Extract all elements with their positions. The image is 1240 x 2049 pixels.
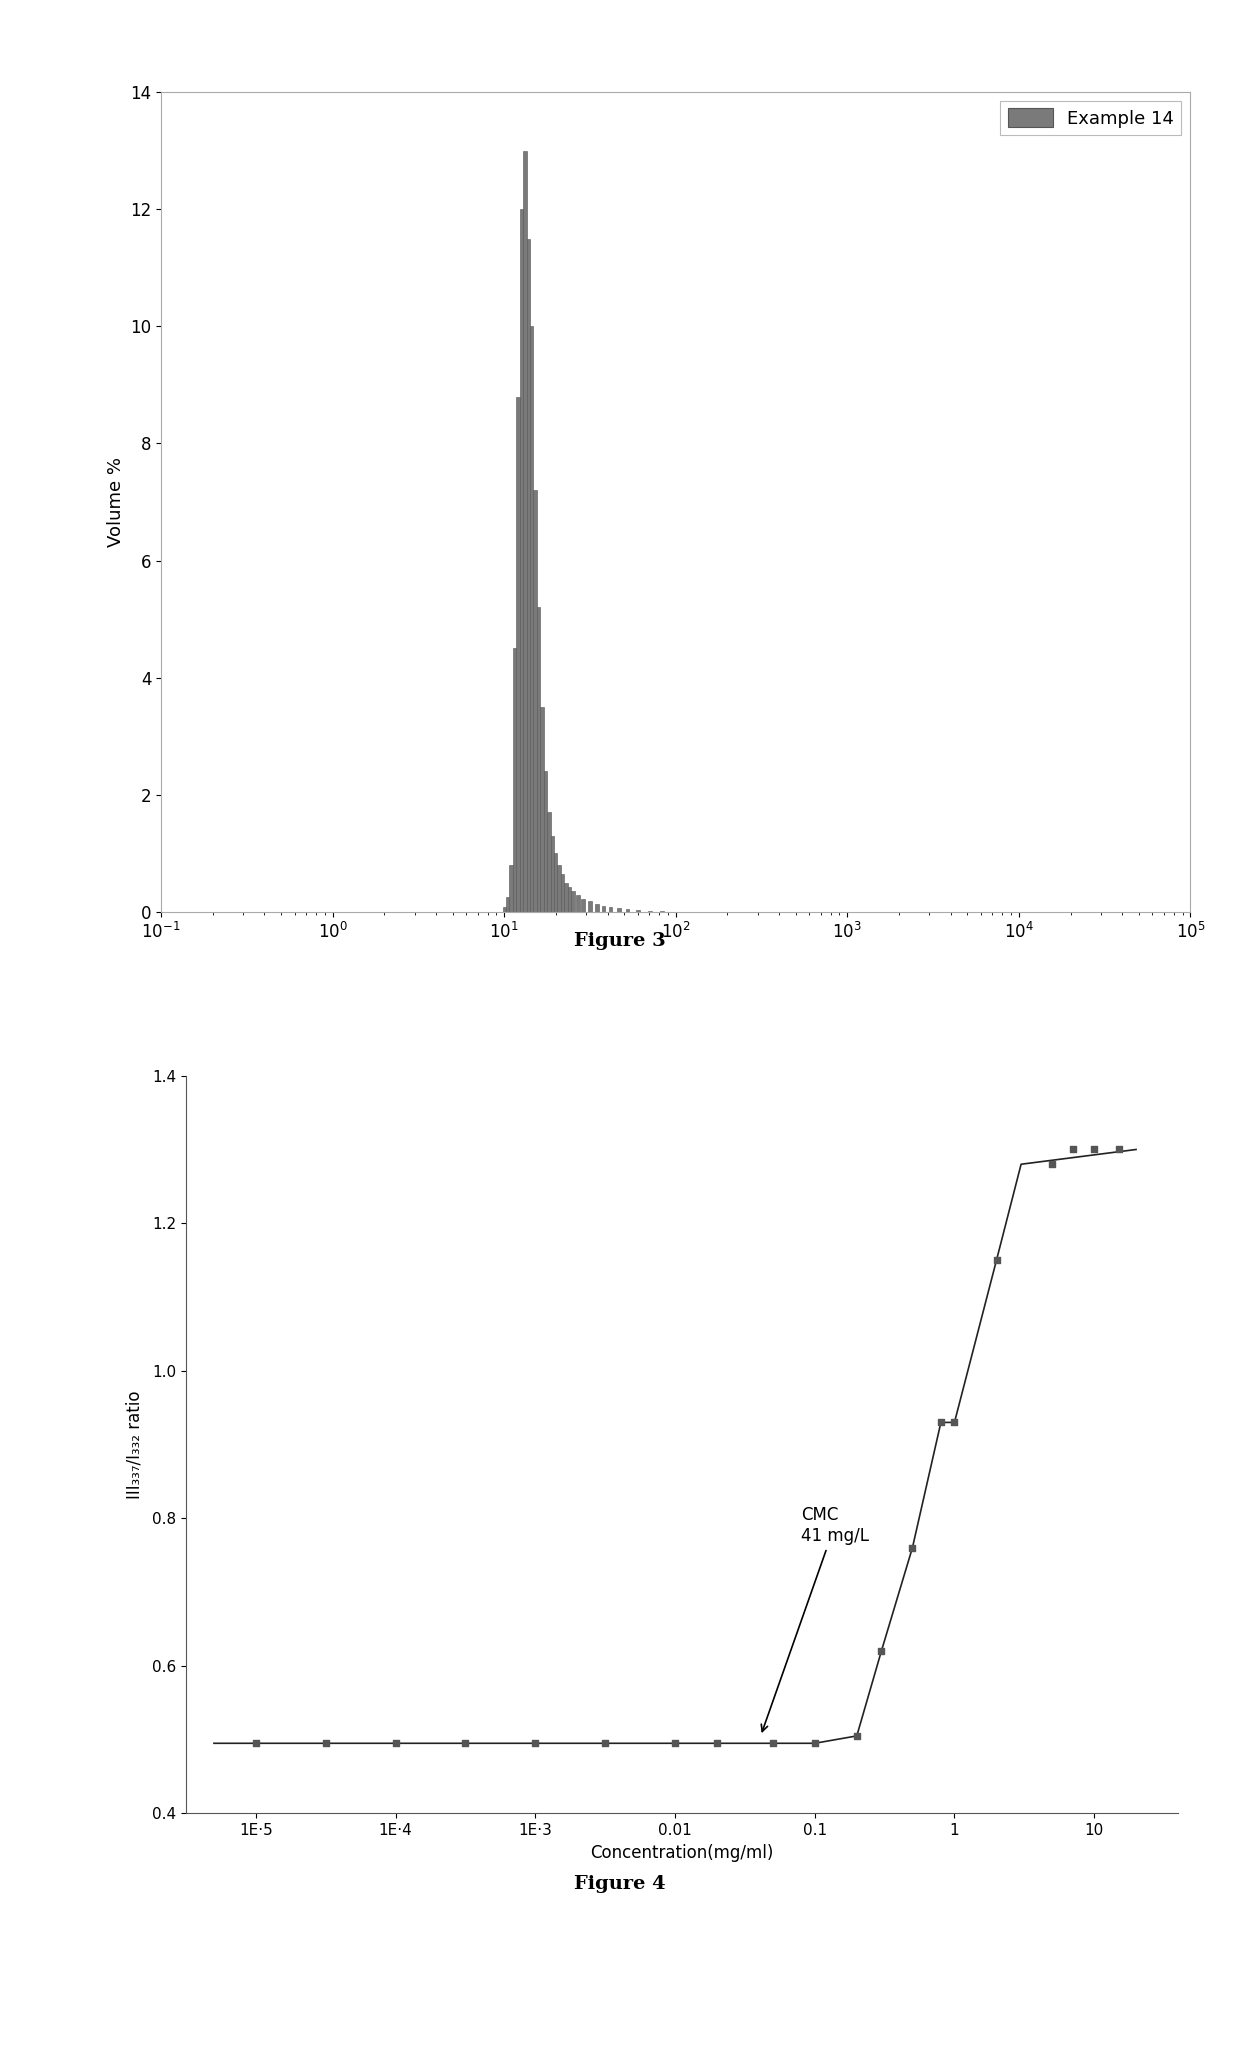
Bar <box>595 904 599 912</box>
Bar <box>618 908 621 912</box>
Point <box>1084 1133 1104 1166</box>
Bar <box>572 891 574 912</box>
Bar <box>523 152 527 912</box>
Bar <box>582 900 585 912</box>
Point <box>872 1635 892 1668</box>
Point <box>1109 1133 1128 1166</box>
Bar <box>558 865 560 912</box>
Bar <box>502 908 506 912</box>
Bar <box>543 770 547 912</box>
Bar <box>527 238 529 912</box>
Point <box>455 1727 475 1760</box>
Bar <box>510 865 513 912</box>
Bar <box>603 906 605 912</box>
Bar <box>609 908 613 912</box>
Text: CMC
41 mg/L: CMC 41 mg/L <box>761 1506 869 1731</box>
Bar <box>588 902 591 912</box>
Point <box>526 1727 546 1760</box>
Bar <box>541 707 543 912</box>
Bar <box>513 647 516 912</box>
Point <box>931 1406 951 1438</box>
Bar <box>506 897 510 912</box>
Bar <box>551 836 554 912</box>
Bar <box>537 607 541 912</box>
Legend: Example 14: Example 14 <box>1001 100 1182 135</box>
Point <box>847 1719 867 1752</box>
Point <box>246 1727 265 1760</box>
Point <box>763 1727 782 1760</box>
Point <box>805 1727 825 1760</box>
Bar <box>520 209 523 912</box>
Point <box>595 1727 615 1760</box>
Point <box>1063 1133 1083 1166</box>
Bar <box>516 398 520 912</box>
X-axis label: Concentration(mg/ml): Concentration(mg/ml) <box>590 1844 774 1863</box>
Bar <box>554 852 558 912</box>
Bar <box>533 490 537 912</box>
Text: Figure 3: Figure 3 <box>574 932 666 951</box>
Bar <box>547 811 551 912</box>
Point <box>707 1727 727 1760</box>
Text: Figure 4: Figure 4 <box>574 1875 666 1893</box>
Bar <box>529 326 533 912</box>
Bar <box>626 910 630 912</box>
Bar <box>577 895 580 912</box>
Point <box>1042 1147 1061 1180</box>
Point <box>316 1727 336 1760</box>
Point <box>987 1244 1007 1277</box>
Point <box>386 1727 405 1760</box>
Point <box>903 1531 923 1563</box>
Bar <box>564 883 568 912</box>
Y-axis label: III₃₃₇/I₃₃₂ ratio: III₃₃₇/I₃₃₂ ratio <box>125 1391 144 1498</box>
Bar <box>568 887 572 912</box>
Point <box>665 1727 684 1760</box>
Bar <box>560 873 564 912</box>
Y-axis label: Volume %: Volume % <box>107 457 125 547</box>
Point <box>945 1406 965 1438</box>
